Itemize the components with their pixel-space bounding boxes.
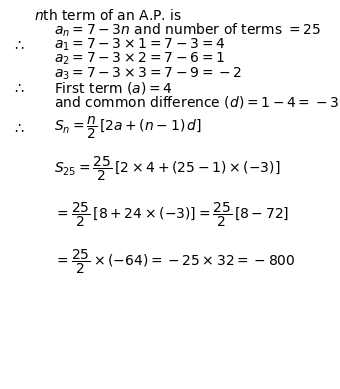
Text: $\therefore$: $\therefore$ — [12, 120, 25, 135]
Text: $\therefore$: $\therefore$ — [12, 37, 25, 52]
Text: First term $(a) = 4$: First term $(a) = 4$ — [54, 80, 173, 96]
Text: $a_n = 7 - 3n$ and number of terms $= 25$: $a_n = 7 - 3n$ and number of terms $= 25… — [54, 22, 322, 39]
Text: $S_n = \dfrac{n}{2}\,[2a + (n-1)\,d]$: $S_n = \dfrac{n}{2}\,[2a + (n-1)\,d]$ — [54, 114, 202, 141]
Text: $a_3 = 7 - 3 \times 3 = 7 - 9 = -2$: $a_3 = 7 - 3 \times 3 = 7 - 9 = -2$ — [54, 65, 242, 82]
Text: $= \dfrac{25}{2} \times (-64) = -25 \times 32 = -800$: $= \dfrac{25}{2} \times (-64) = -25 \tim… — [54, 247, 296, 275]
Text: $\therefore$: $\therefore$ — [12, 81, 25, 95]
Text: $S_{25} = \dfrac{25}{2}\,[2 \times 4 + (25 - 1) \times (-3)]$: $S_{25} = \dfrac{25}{2}\,[2 \times 4 + (… — [54, 155, 281, 183]
Text: and common difference $(d) = 1 - 4 = -3$: and common difference $(d) = 1 - 4 = -3$ — [54, 94, 339, 110]
Text: $a_2 = 7 - 3 \times 2 = 7 - 6 = 1$: $a_2 = 7 - 3 \times 2 = 7 - 6 = 1$ — [54, 51, 225, 67]
Text: $a_1 = 7 - 3 \times 1 = 7 - 3 = 4$: $a_1 = 7 - 3 \times 1 = 7 - 3 = 4$ — [54, 37, 226, 53]
Text: $= \dfrac{25}{2}\,[8 + 24 \times (-3)] = \dfrac{25}{2}\,[8 - 72]$: $= \dfrac{25}{2}\,[8 + 24 \times (-3)] =… — [54, 201, 290, 229]
Text: $n$th term of an A.P. is: $n$th term of an A.P. is — [34, 8, 182, 23]
